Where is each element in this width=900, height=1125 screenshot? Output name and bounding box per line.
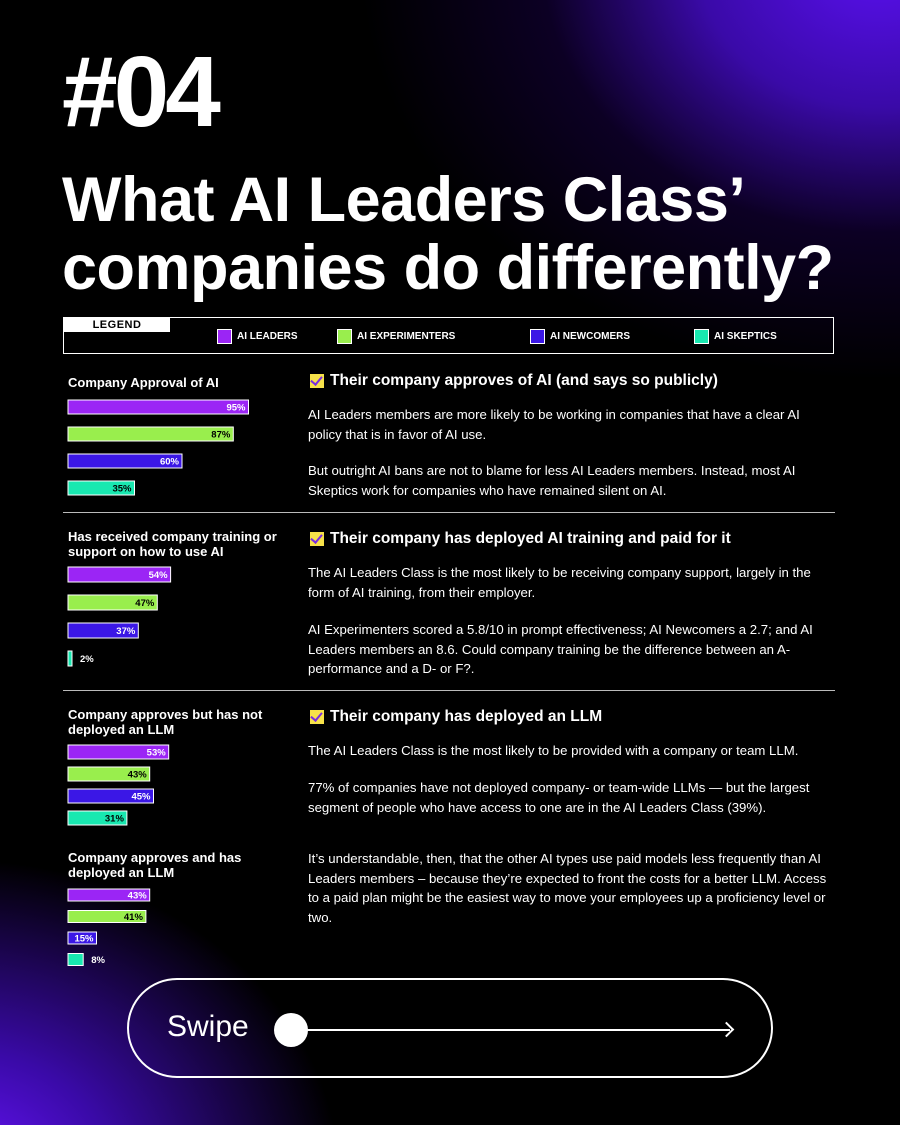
legend-swatch	[337, 328, 352, 344]
legend-swatch	[530, 328, 545, 344]
bar-value-label: 8%	[91, 955, 105, 966]
bar-value-label: 31%	[105, 814, 125, 825]
bar-ai-experimenters	[67, 766, 151, 782]
legend-item-ai-experimenters: AI EXPERIMENTERS	[337, 328, 455, 344]
bar-ai-experimenters	[67, 426, 234, 442]
bar-value-label: 87%	[211, 430, 231, 441]
legend-swatch	[217, 328, 232, 344]
legend-item-ai-skeptics: AI SKEPTICS	[694, 328, 777, 344]
bar-chart-company-approval: 95% 87% 60% 35%	[67, 399, 249, 496]
section-paragraph: The AI Leaders Class is the most likely …	[308, 743, 799, 758]
bar-value-label: 43%	[128, 891, 148, 902]
bar-ai-skeptics	[67, 650, 73, 667]
bar-ai-leaders	[67, 888, 151, 902]
section-paragraph: AI Experimenters scored a 5.8/10 in prom…	[308, 622, 813, 676]
legend-item-ai-leaders: AI LEADERS	[217, 328, 298, 344]
bar-value-label: 45%	[131, 792, 151, 803]
arrow-right-icon	[718, 1021, 735, 1038]
swipe-button[interactable]: Swipe	[127, 978, 773, 1078]
chart-title: Company Approval of AI	[68, 375, 219, 390]
chart-title: Has received company training or support…	[68, 529, 277, 559]
swipe-label: Swipe	[167, 1010, 249, 1043]
bar-chart-approves-deployed: 43% 41% 15% 8%	[67, 888, 151, 966]
bar-value-label: 95%	[226, 403, 246, 414]
bar-value-label: 47%	[135, 598, 155, 609]
bar-value-label: 35%	[112, 484, 132, 495]
swipe-track	[307, 1029, 730, 1031]
swipe-knob-icon[interactable]	[274, 1013, 308, 1047]
bar-value-label: 2%	[80, 654, 94, 665]
section-heading: Their company has deployed an LLM	[310, 708, 602, 726]
section-heading-text: Their company has deployed an LLM	[330, 708, 603, 725]
bar-value-label: 15%	[74, 934, 94, 945]
section-paragraph: The AI Leaders Class is the most likely …	[308, 565, 811, 600]
legend-item-label: AI EXPERIMENTERS	[357, 330, 456, 342]
page-title: What AI Leaders Class’ companies do diff…	[62, 165, 834, 303]
section-heading-text: Their company approves of AI (and says s…	[330, 372, 718, 389]
divider	[63, 512, 835, 513]
bar-ai-experimenters	[67, 910, 147, 923]
bar-value-label: 54%	[149, 570, 169, 581]
legend: LEGEND AI LEADERS AI EXPERIMENTERS AI NE…	[63, 317, 834, 354]
legend-item-ai-newcomers: AI NEWCOMERS	[530, 328, 630, 344]
bar-ai-leaders	[67, 566, 172, 583]
bar-ai-leaders	[67, 399, 249, 415]
bar-ai-skeptics	[67, 953, 84, 966]
bar-ai-newcomers	[67, 788, 154, 804]
section-paragraph: 77% of companies have not deployed compa…	[308, 780, 810, 815]
checkbox-icon	[310, 374, 324, 388]
bar-ai-experimenters	[67, 594, 158, 611]
chart-title: Company approves but has not deployed an…	[68, 707, 263, 737]
bar-value-label: 60%	[160, 457, 180, 468]
bar-ai-newcomers	[67, 931, 97, 945]
bar-chart-approves-not-deployed: 53% 43% 45% 31%	[67, 744, 170, 826]
chart-title: Company approves and has deployed an LLM	[68, 850, 242, 880]
section-heading: Their company has deployed AI training a…	[310, 530, 731, 548]
bar-ai-newcomers	[67, 453, 183, 469]
slide-number: #04	[62, 36, 221, 148]
divider	[63, 690, 835, 691]
bar-value-label: 37%	[116, 626, 136, 637]
bar-ai-leaders	[67, 744, 170, 760]
legend-swatch	[694, 328, 709, 344]
section-paragraph: It’s understandable, then, that the othe…	[308, 851, 827, 925]
bar-ai-skeptics	[67, 480, 135, 496]
legend-item-label: AI SKEPTICS	[714, 330, 777, 342]
bar-value-label: 41%	[124, 912, 144, 923]
legend-item-label: AI NEWCOMERS	[550, 330, 630, 342]
legend-label: LEGEND	[64, 318, 170, 332]
checkbox-icon	[310, 710, 324, 724]
bar-ai-newcomers	[67, 622, 139, 639]
section-heading: Their company approves of AI (and says s…	[310, 372, 718, 390]
section-paragraph: AI Leaders members are more likely to be…	[308, 407, 800, 442]
bar-ai-skeptics	[67, 810, 128, 826]
bar-chart-company-training: 54% 47% 37% 2%	[67, 566, 172, 667]
bar-value-label: 53%	[147, 748, 167, 759]
checkbox-icon	[310, 532, 324, 546]
legend-item-label: AI LEADERS	[237, 330, 298, 342]
bar-value-label: 43%	[128, 770, 148, 781]
section-paragraph: But outright AI bans are not to blame fo…	[308, 463, 796, 498]
section-heading-text: Their company has deployed AI training a…	[330, 530, 731, 547]
